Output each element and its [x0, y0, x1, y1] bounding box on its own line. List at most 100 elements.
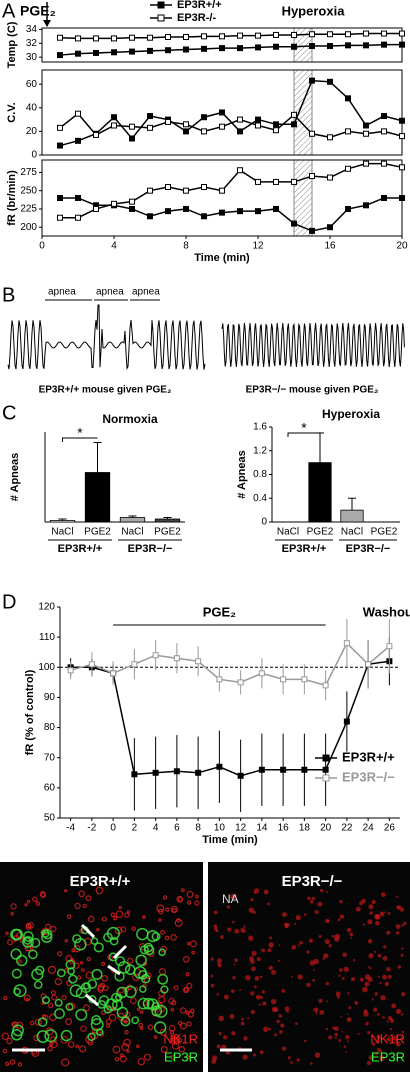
cell [170, 1055, 176, 1060]
cell [174, 918, 183, 927]
cell [247, 1017, 250, 1020]
cell [41, 996, 50, 1005]
cell [397, 965, 402, 969]
data-point [183, 46, 189, 53]
cell [106, 1023, 111, 1028]
image-title: EP3R+/+ [70, 873, 131, 890]
data-point [57, 142, 63, 149]
bar [308, 462, 332, 523]
y-tick-label: 1.6 [253, 422, 267, 433]
cell [153, 1021, 167, 1034]
cell [377, 1047, 381, 1052]
cell [117, 961, 131, 974]
cell [28, 949, 38, 960]
cell [375, 920, 380, 926]
cell [101, 975, 108, 982]
cell [267, 902, 270, 906]
cell [187, 900, 192, 905]
y-tick-label: 70 [44, 752, 56, 763]
cell [64, 938, 69, 943]
data-point [280, 766, 287, 773]
cell [268, 965, 273, 971]
annotation: Washout [363, 604, 410, 619]
data-point [57, 52, 63, 59]
x-tick-label: 26 [384, 823, 396, 834]
cell [367, 939, 373, 944]
cell [30, 937, 41, 948]
cell [78, 890, 86, 898]
cell [115, 910, 124, 919]
stain-label: EP3R [371, 1049, 405, 1064]
cell [72, 934, 82, 944]
data-point [291, 178, 297, 185]
cell [11, 968, 22, 979]
data-point [381, 30, 387, 37]
cell [270, 998, 277, 1005]
y-tick-label: 100 [38, 662, 55, 673]
cell [129, 997, 137, 1005]
cell [11, 928, 23, 941]
cell [326, 1000, 329, 1003]
cell [341, 1030, 344, 1033]
data-point [129, 48, 135, 55]
cell [387, 974, 392, 979]
cell [76, 975, 82, 980]
cell [157, 996, 166, 1004]
x-tick-label: 20 [320, 823, 332, 834]
cell [389, 1018, 395, 1023]
x-tick-label: PGE2 [154, 527, 181, 538]
data-point [93, 131, 99, 138]
x-tick-label: 20 [396, 241, 408, 252]
cell [362, 986, 368, 993]
cell [139, 985, 147, 993]
cell [250, 1009, 255, 1014]
cell [39, 891, 46, 898]
cell [171, 907, 177, 913]
cell [73, 962, 80, 969]
cell [231, 989, 235, 994]
cell [210, 974, 214, 978]
cell [5, 1061, 10, 1066]
x-tick-label: 2 [132, 823, 138, 834]
cell [248, 907, 255, 913]
cell [367, 976, 373, 983]
y-axis-label: # Apneas [236, 450, 248, 499]
cell [24, 945, 32, 952]
cell [345, 1034, 350, 1040]
cell [156, 904, 165, 913]
cell [131, 1016, 140, 1025]
cell [87, 1032, 96, 1041]
data-point [129, 205, 135, 212]
cell [37, 1017, 48, 1027]
data-point [147, 187, 153, 194]
data-point [237, 128, 243, 135]
cell [313, 958, 319, 965]
cell [364, 981, 370, 987]
bar [49, 520, 76, 523]
cell [162, 895, 168, 900]
data-point [75, 137, 81, 144]
y-tick-label: 20 [26, 126, 38, 137]
cell [386, 1037, 392, 1042]
cell [135, 954, 147, 967]
cell [151, 932, 161, 941]
data-point [345, 31, 351, 38]
cell [395, 931, 400, 935]
data-point [195, 769, 202, 776]
chart-title: Normoxia [102, 412, 158, 426]
cell [323, 953, 329, 959]
cell [386, 1020, 389, 1023]
cell [80, 1025, 87, 1032]
y-tick-label: 0.4 [253, 493, 267, 504]
cell [259, 975, 263, 979]
data-point [110, 670, 117, 677]
cell [291, 975, 293, 978]
cell [171, 1042, 180, 1050]
data-point [201, 114, 207, 121]
cell [25, 923, 32, 930]
cell [153, 1035, 158, 1039]
cell [346, 927, 352, 933]
cell [254, 985, 257, 989]
x-tick-label: 12 [252, 241, 264, 252]
cell [382, 974, 387, 980]
